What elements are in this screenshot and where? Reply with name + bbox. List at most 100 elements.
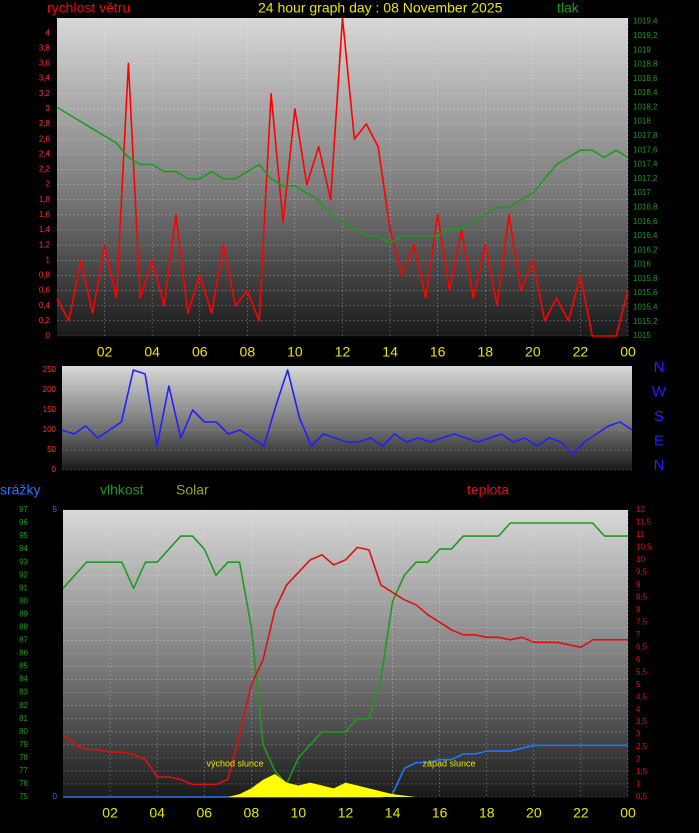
y-tick-label: 3 — [46, 104, 51, 113]
y-tick-label: 1018,8 — [633, 60, 658, 69]
y-tick-label: 0 — [52, 465, 57, 474]
y-tick-label: 1,4 — [39, 225, 51, 234]
y-tick-label: 84 — [19, 675, 28, 684]
y-tick-label: 10 — [636, 555, 645, 564]
line — [56, 106, 629, 244]
y-tick-label: 3 — [636, 730, 641, 739]
y-tick-label: 2 — [636, 755, 641, 764]
y-tick-label: 1018,6 — [633, 74, 658, 83]
y-tick-label: 1,5 — [636, 767, 648, 776]
y-tick-label: 2,5 — [636, 742, 648, 751]
x-tick-label: 08 — [244, 805, 260, 821]
y-tick-label: 75 — [19, 792, 28, 801]
x-tick-label: 00 — [620, 805, 636, 821]
y-tick-label: 1016,2 — [633, 245, 658, 254]
y-tick-label: 86 — [19, 649, 28, 658]
area — [63, 774, 628, 797]
y-tick-label: 82 — [19, 701, 28, 710]
y-tick-label: 11,5 — [636, 518, 652, 527]
y-tick-label: 1016,6 — [633, 217, 658, 226]
x-tick-label: 14 — [382, 344, 398, 360]
y-tick-label: 8,5 — [636, 592, 648, 601]
y-tick-label: 93 — [19, 557, 28, 566]
y-tick-label: 1017,6 — [633, 145, 658, 154]
y-tick-label: 2,8 — [39, 119, 51, 128]
legend-pressure: tlak — [557, 0, 580, 16]
y-tick-label: 1,8 — [39, 195, 51, 204]
y-tick-label: 3,4 — [39, 74, 51, 83]
y-tick-label: 90 — [19, 596, 28, 605]
x-tick-label: 08 — [240, 344, 256, 360]
x-tick-label: 14 — [385, 805, 401, 821]
y-tick-label: 1019,4 — [633, 17, 658, 26]
y-tick-label: 92 — [19, 570, 28, 579]
y-tick-label: 1019 — [633, 45, 651, 54]
y-tick-label: 250 — [43, 365, 57, 374]
y-tick-label: 6,5 — [636, 642, 648, 651]
y-tick-label: 76 — [19, 779, 28, 788]
y-tick-label: 1,6 — [39, 210, 51, 219]
y-tick-label: 2,4 — [39, 149, 51, 158]
y-tick-label: 1017,8 — [633, 131, 658, 140]
y-tick-label: 4,5 — [636, 692, 648, 701]
line — [56, 17, 629, 337]
y-tick-label: 3,6 — [39, 59, 51, 68]
annotation: západ slunce — [422, 758, 475, 768]
compass-label: E — [654, 432, 664, 449]
y-tick-label: 1016,4 — [633, 231, 658, 240]
y-tick-label: 1016,8 — [633, 202, 658, 211]
x-tick-label: 22 — [573, 805, 589, 821]
legend-humidity: vlhkost — [100, 482, 144, 498]
y-tick-label: 50 — [47, 445, 56, 454]
y-tick-label: 5 — [53, 505, 58, 514]
y-tick-label: 150 — [43, 405, 57, 414]
legend-rain: srážky — [0, 482, 40, 498]
y-tick-label: 1017,4 — [633, 160, 658, 169]
y-tick-label: 97 — [19, 505, 28, 514]
compass-label: S — [654, 408, 664, 425]
y-tick-label: 0,6 — [39, 286, 51, 295]
y-tick-label: 91 — [19, 583, 28, 592]
y-tick-label: 0,4 — [39, 301, 51, 310]
y-tick-label: 0,5 — [636, 792, 648, 801]
y-tick-label: 1 — [636, 780, 641, 789]
y-tick-label: 2 — [46, 180, 51, 189]
chart-title: 24 hour graph day : 08 November 2025 — [258, 0, 503, 16]
y-tick-label: 3,8 — [39, 43, 51, 52]
y-tick-label: 88 — [19, 623, 28, 632]
plot-area — [63, 510, 628, 797]
y-tick-label: 3,5 — [636, 717, 648, 726]
y-tick-label: 1017 — [633, 188, 651, 197]
x-tick-label: 10 — [287, 344, 303, 360]
y-tick-label: 9 — [636, 580, 641, 589]
y-tick-label: 5,5 — [636, 667, 648, 676]
y-tick-label: 3,2 — [39, 89, 51, 98]
x-tick-label: 10 — [291, 805, 307, 821]
x-tick-label: 16 — [432, 805, 448, 821]
y-tick-label: 1019,2 — [633, 31, 658, 40]
y-tick-label: 1015,4 — [633, 303, 658, 312]
x-tick-label: 20 — [526, 805, 542, 821]
line — [61, 369, 633, 455]
line — [62, 546, 628, 786]
y-tick-label: 94 — [19, 544, 28, 553]
y-tick-label: 81 — [19, 714, 28, 723]
y-tick-label: 1017,2 — [633, 174, 658, 183]
y-tick-label: 0,8 — [39, 271, 51, 280]
y-tick-label: 200 — [43, 385, 57, 394]
y-tick-label: 80 — [19, 727, 28, 736]
y-tick-label: 4 — [46, 28, 51, 37]
y-tick-label: 0 — [46, 331, 51, 340]
y-tick-label: 77 — [19, 766, 28, 775]
y-tick-label: 83 — [19, 688, 28, 697]
y-tick-label: 2,2 — [39, 165, 51, 174]
y-tick-label: 10,5 — [636, 543, 652, 552]
compass-label: N — [654, 359, 665, 376]
y-tick-label: 79 — [19, 740, 28, 749]
x-tick-label: 02 — [97, 344, 113, 360]
y-tick-label: 1,2 — [39, 240, 51, 249]
y-tick-label: 100 — [43, 425, 57, 434]
compass-label: N — [654, 457, 665, 474]
y-tick-label: 87 — [19, 636, 28, 645]
